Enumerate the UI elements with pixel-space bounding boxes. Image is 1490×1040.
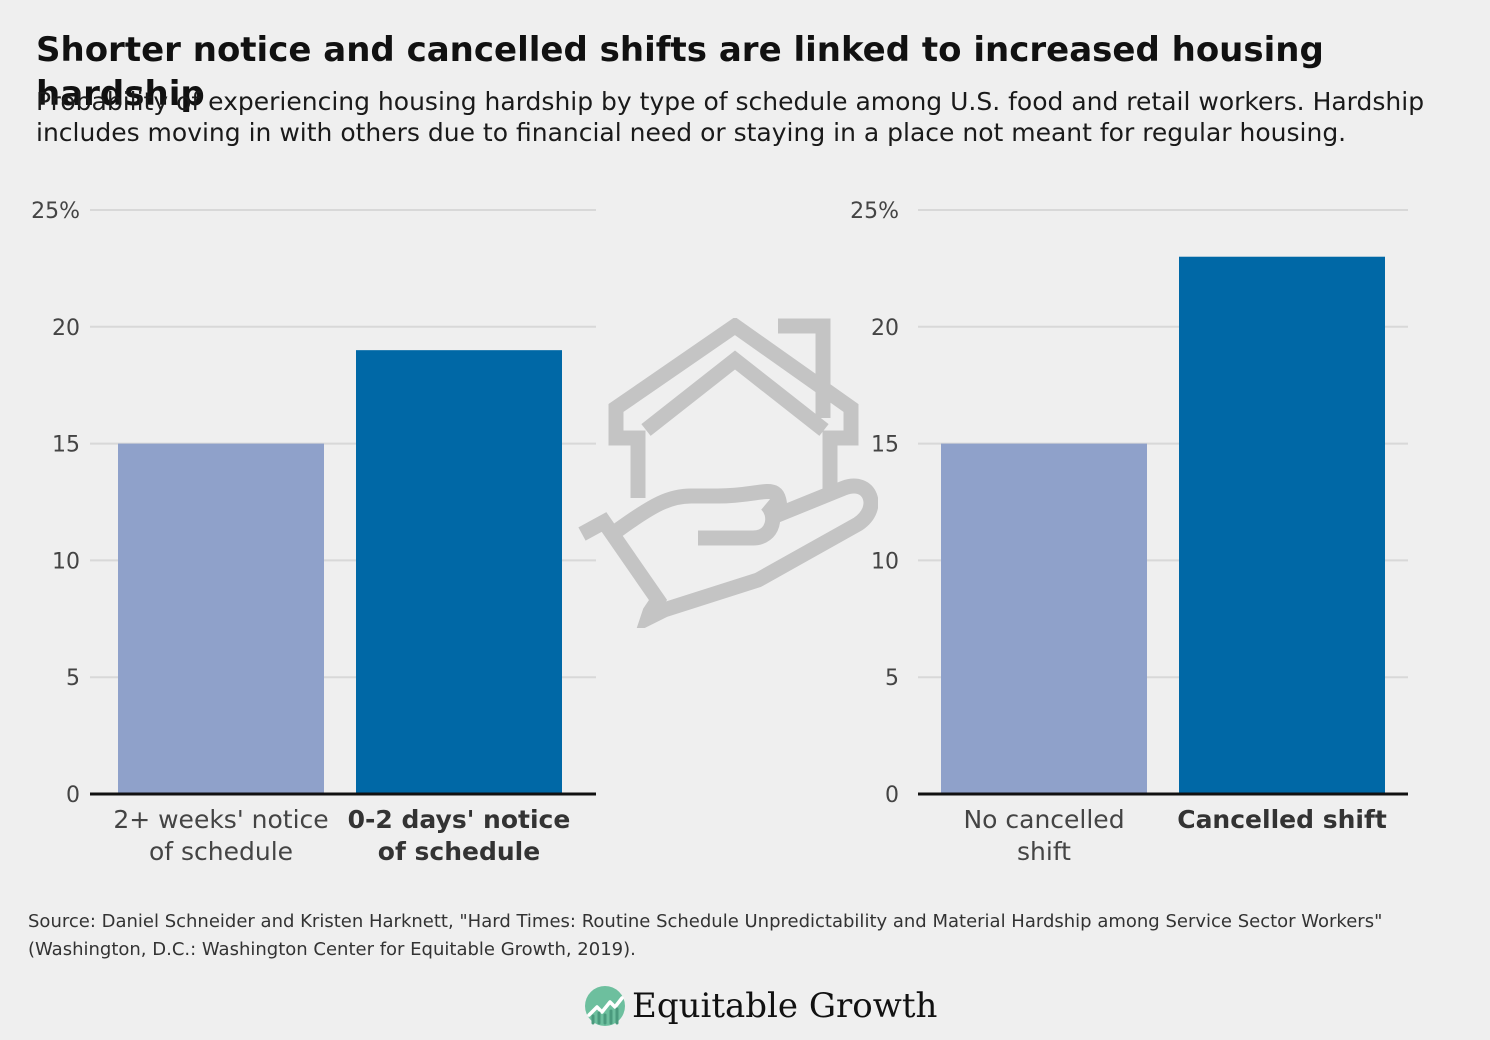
- left-chart-panel: 0 5 10 15 20 25% 2+ weeks' notice of schedule 0-…: [31, 199, 596, 866]
- y-tick-label: 0: [885, 783, 899, 808]
- y-tick-label: 10: [52, 549, 80, 574]
- x-category-label: No cancelled: [963, 805, 1124, 834]
- house-in-hand-icon: [578, 318, 878, 628]
- subtitle-line-1: Probability of experiencing housing hard…: [36, 87, 1425, 116]
- bar: [356, 350, 562, 794]
- y-tick-label: 10: [871, 549, 899, 574]
- x-category-label: Cancelled shift: [1177, 805, 1387, 834]
- equitable-growth-logo-icon: [585, 986, 625, 1026]
- x-category-label: of schedule: [378, 837, 540, 866]
- y-tick-label: 15: [871, 433, 899, 458]
- x-category-label: 2+ weeks' notice: [113, 805, 328, 834]
- charts-area: 0 5 10 15 20 25% 2+ weeks' notice of schedule 0-…: [31, 199, 1408, 866]
- y-tick-label: 5: [885, 666, 899, 691]
- bar: [118, 443, 324, 794]
- y-tick-label: 25%: [31, 199, 80, 224]
- x-category-label: 0-2 days' notice: [348, 805, 571, 834]
- y-tick-label: 0: [66, 783, 80, 808]
- source-line-1: Source: Daniel Schneider and Kristen Har…: [28, 911, 1383, 932]
- bar: [941, 443, 1147, 794]
- x-category-label: shift: [1017, 837, 1071, 866]
- brand-logo: Equitable Growth: [584, 982, 937, 1030]
- chart-title: Shorter notice and cancelled shifts are …: [36, 30, 1324, 114]
- y-tick-label: 25%: [850, 199, 899, 224]
- subtitle-line-2: includes moving in with others due to fi…: [36, 118, 1347, 147]
- y-tick-label: 15: [52, 433, 80, 458]
- right-chart-panel: 0 5 10 15 20 25% No cancelled shift Cancelled sh…: [850, 199, 1408, 866]
- x-category-label: of schedule: [149, 837, 293, 866]
- y-tick-label: 20: [52, 316, 80, 341]
- bar: [1179, 256, 1385, 795]
- chart-subtitle: Probability of experiencing housing hard…: [36, 86, 1476, 148]
- source-line-2: (Washington, D.C.: Washington Center for…: [28, 939, 636, 960]
- brand-name: Equitable Growth: [632, 986, 938, 1026]
- y-tick-label: 5: [66, 666, 80, 691]
- source-note: Source: Daniel Schneider and Kristen Har…: [28, 908, 1478, 964]
- y-tick-label: 20: [871, 316, 899, 341]
